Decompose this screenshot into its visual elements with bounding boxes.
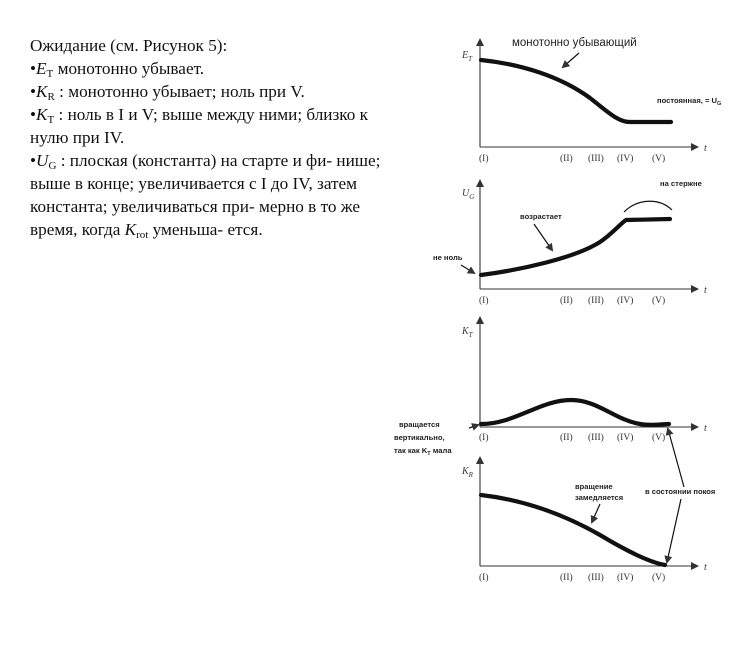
kt-curve (478, 397, 672, 427)
bullet-kr-text: : монотонно убывает; ноль при V. (54, 82, 305, 101)
tick-i: (I) (479, 432, 489, 443)
slowing-label-1: вращение (575, 482, 613, 491)
ug-curve (478, 216, 673, 278)
panel-et: ET t монотонно убывающий постоянная, = U… (461, 37, 721, 164)
symbol-k: K (36, 105, 48, 124)
tick-ii: (II) (560, 295, 573, 306)
increase-pointer (533, 223, 554, 252)
bullet-kt-text: : ноль в I и V; выше между ними; близко … (30, 105, 368, 147)
t-axis-label: t (704, 423, 707, 434)
symbol-krot: K (124, 220, 137, 239)
vertical-note-pointer (468, 423, 480, 431)
symbol-k: K (36, 82, 48, 101)
subscript-r: R (47, 91, 55, 103)
y-axis-label: KR (461, 466, 474, 479)
tick-v: (V) (652, 153, 665, 164)
kr-curve (478, 492, 668, 568)
increase-label: возрастает (520, 212, 562, 221)
vertical-note-line-1: вращается (399, 420, 440, 429)
tick-iii: (III) (588, 295, 604, 306)
t-axis-label: t (704, 285, 707, 296)
tick-iv: (IV) (617, 295, 633, 306)
bullet-ug: •UG : плоская (константа) на старте и фи… (30, 149, 402, 241)
bullet: • (30, 59, 37, 78)
panel-kt: KT t вращается вертикально, так как KT м… (394, 316, 707, 457)
tick-ii: (II) (560, 432, 573, 443)
stage-ticks: (I) (II) (III) (IV) (V) (479, 295, 665, 306)
title-pointer (561, 52, 580, 69)
bullet-kr: •KR : монотонно убывает; ноль при V. (30, 80, 402, 103)
subscript-t: T (46, 68, 54, 80)
rod-label: на стержне (660, 179, 702, 188)
tick-i: (I) (479, 295, 489, 306)
subscript-t: T (47, 114, 55, 126)
rest-label: в состоянии покоя (645, 487, 715, 496)
et-curve (478, 57, 674, 125)
y-axis-label: KT (461, 326, 474, 339)
tick-iii: (III) (588, 432, 604, 443)
bullet-et: •ET монотонно убывает. (30, 57, 402, 80)
rest-pointer-up (665, 427, 685, 488)
slowing-label-2: замедляется (575, 493, 623, 502)
bullet-kt: •KT : ноль в I и V; выше между ними; бли… (30, 103, 402, 149)
tick-ii: (II) (560, 153, 573, 164)
t-axis-label: t (704, 562, 707, 573)
vertical-note-line-2: вертикально, (394, 433, 445, 442)
tick-iii: (III) (588, 153, 604, 164)
subscript-rot: rot (136, 229, 149, 241)
bullet: • (30, 151, 37, 170)
tick-i: (I) (479, 153, 489, 164)
bullet-et-text: монотонно убывает. (53, 59, 205, 78)
tick-iv: (IV) (617, 153, 633, 164)
tick-v: (V) (652, 432, 665, 443)
tick-v: (V) (652, 295, 665, 306)
expectation-text: Ожидание (см. Рисунок 5): •ET монотонно … (30, 34, 402, 241)
symbol-u: U (36, 151, 49, 170)
t-axis-label: t (704, 143, 707, 154)
panel-kr: KR t вращение замедляется в состоянии по… (461, 427, 715, 583)
intro-line: Ожидание (см. Рисунок 5): (30, 36, 228, 55)
nonzero-label: не ноль (433, 253, 463, 262)
stage-ticks: (I) (II) (III) (IV) (V) (479, 572, 665, 583)
bullet: • (30, 105, 37, 124)
tick-iii: (III) (588, 572, 604, 583)
rod-brace (623, 200, 673, 213)
bullet: • (30, 82, 37, 101)
y-axis-label: UG (462, 188, 474, 201)
subscript-g: G (48, 160, 57, 172)
slowing-pointer (590, 503, 601, 524)
tick-i: (I) (479, 572, 489, 583)
tick-v: (V) (652, 572, 665, 583)
stage-ticks: (I) (II) (III) (IV) (V) (479, 153, 665, 164)
tick-iv: (IV) (617, 572, 633, 583)
constant-note: постоянная, = UG (657, 96, 721, 107)
y-axis-label: ET (461, 50, 473, 63)
nonzero-pointer (460, 264, 476, 275)
et-title: монотонно убывающий (512, 37, 637, 49)
tick-ii: (II) (560, 572, 573, 583)
bullet-ug-text-b: уменьша- ется. (148, 220, 263, 239)
stage-ticks: (I) (II) (III) (IV) (V) (479, 432, 665, 443)
rest-pointer-down (664, 498, 682, 564)
panel-ug: UG t возрастает на стержне не ноль (I) (… (433, 179, 707, 306)
vertical-note-line-3: так как KT мала (394, 446, 452, 457)
tick-iv: (IV) (617, 432, 633, 443)
bullet-ug-text-a: : плоская (константа) на старте и фи- ни… (30, 151, 381, 239)
symbol-e: E (36, 59, 47, 78)
